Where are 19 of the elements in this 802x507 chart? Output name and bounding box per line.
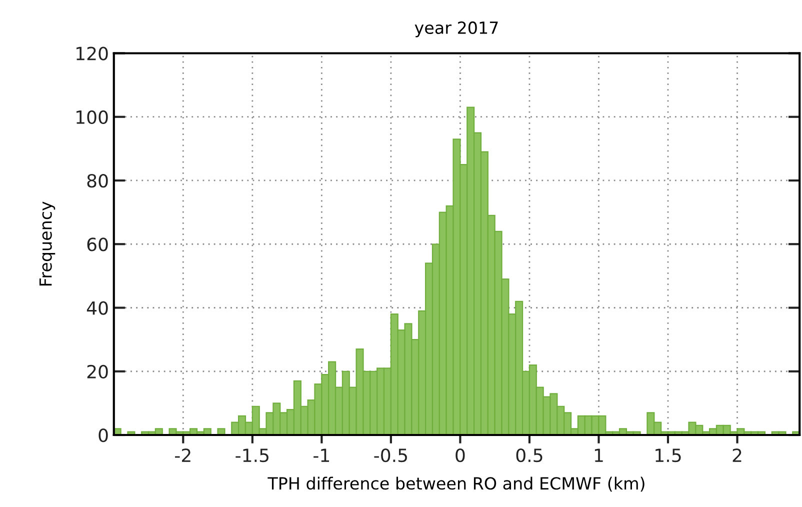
y-tick-label: 80	[87, 174, 108, 188]
y-axis-title: Frequency	[40, 202, 56, 286]
x-tick-label: -2	[175, 448, 190, 462]
chart-title: year 2017	[414, 21, 498, 38]
x-tick-label: 0	[456, 448, 465, 462]
y-tick-label: 60	[87, 238, 108, 252]
y-tick-label: 40	[86, 301, 108, 315]
y-tick-label: 120	[76, 46, 108, 60]
x-tick-label: 1	[594, 448, 603, 462]
x-tick-label: -1	[314, 448, 330, 462]
x-tick-label: 1.5	[656, 448, 681, 462]
x-tick-label: -1.5	[236, 448, 268, 462]
x-tick-label: 2	[732, 448, 742, 462]
y-tick-label: 20	[87, 364, 108, 378]
x-tick-label: -0.5	[374, 448, 407, 462]
x-axis-title: TPH difference between RO and ECMWF (km)	[268, 476, 644, 492]
y-tick-label: 100	[76, 110, 108, 124]
y-tick-label: 0	[98, 428, 108, 442]
x-tick-label: 0.5	[516, 448, 542, 462]
